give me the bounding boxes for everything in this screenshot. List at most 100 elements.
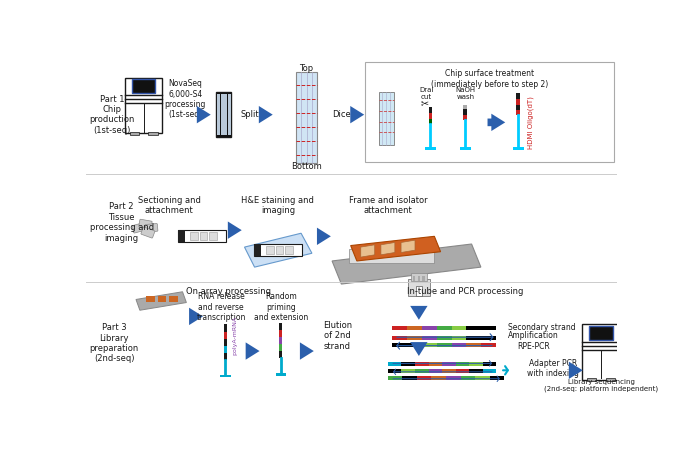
Text: Split: Split <box>240 110 259 119</box>
Bar <box>429 107 432 113</box>
Bar <box>402 376 417 380</box>
Bar <box>125 78 162 133</box>
Bar <box>392 326 407 330</box>
Bar <box>482 343 497 347</box>
Text: Dral
cut: Dral cut <box>419 86 434 100</box>
Bar <box>464 115 467 120</box>
Bar <box>418 276 420 281</box>
Text: NaOH
wash: NaOH wash <box>456 86 475 100</box>
Text: Part 2
Tissue
processing and
imaging: Part 2 Tissue processing and imaging <box>90 202 153 243</box>
Bar <box>279 344 282 351</box>
Polygon shape <box>381 243 395 255</box>
Bar <box>516 93 520 99</box>
Bar <box>266 246 274 254</box>
Bar <box>417 376 432 380</box>
Bar <box>516 99 520 105</box>
Bar <box>469 369 483 373</box>
Bar <box>451 326 466 330</box>
Bar <box>416 286 422 296</box>
FancyBboxPatch shape <box>141 227 155 238</box>
Bar <box>279 323 282 330</box>
Bar <box>464 109 467 115</box>
Bar <box>466 336 482 340</box>
Bar <box>223 339 227 346</box>
Bar <box>415 362 429 366</box>
Bar <box>388 369 401 373</box>
Bar <box>279 337 282 344</box>
Bar <box>466 326 482 330</box>
Bar <box>415 369 429 373</box>
Text: ✂: ✂ <box>420 98 428 108</box>
Bar <box>456 362 469 366</box>
Bar <box>209 233 216 240</box>
FancyBboxPatch shape <box>145 223 158 232</box>
Text: Library sequencing
(2nd-seq: platform independent): Library sequencing (2nd-seq: platform in… <box>544 379 658 393</box>
Bar <box>401 362 415 366</box>
Bar <box>279 330 282 337</box>
Bar <box>411 273 427 281</box>
Bar <box>254 244 302 256</box>
Text: Secondary strand: Secondary strand <box>508 324 575 333</box>
Bar <box>129 131 139 135</box>
Bar <box>178 230 185 243</box>
Bar <box>364 62 614 162</box>
Bar <box>460 147 471 150</box>
Bar <box>275 374 286 376</box>
Bar <box>429 362 442 366</box>
Bar <box>379 91 394 146</box>
Bar <box>451 336 466 340</box>
Bar <box>436 343 451 347</box>
Bar <box>456 369 469 373</box>
Bar <box>516 105 520 110</box>
FancyBboxPatch shape <box>139 219 152 229</box>
Bar <box>436 336 451 340</box>
Bar <box>407 326 422 330</box>
Bar <box>223 346 227 353</box>
Bar <box>587 378 597 381</box>
Text: Top: Top <box>299 64 314 73</box>
Bar <box>228 94 231 136</box>
Text: Elution
of 2nd
strand: Elution of 2nd strand <box>323 321 352 350</box>
Bar <box>589 326 612 339</box>
Text: HDMI Oligo(dT): HDMI Oligo(dT) <box>528 96 534 149</box>
Bar <box>190 233 198 240</box>
Bar <box>429 118 432 124</box>
Bar <box>388 362 401 366</box>
Text: Amplification
RPE-PCR: Amplification RPE-PCR <box>508 331 559 351</box>
Text: Adapter PCR
with indexing: Adapter PCR with indexing <box>527 359 580 379</box>
Bar <box>451 343 466 347</box>
Text: Dice: Dice <box>332 110 351 119</box>
Bar <box>223 353 227 359</box>
Bar <box>460 376 475 380</box>
Bar <box>490 376 504 380</box>
Bar <box>275 246 284 254</box>
Bar <box>392 343 407 347</box>
Bar <box>606 378 615 381</box>
Bar <box>422 336 436 340</box>
Bar <box>146 296 155 302</box>
Text: H&E staining and
imaging: H&E staining and imaging <box>241 196 314 215</box>
Text: RNA release
and reverse
transcription: RNA release and reverse transcription <box>197 292 246 322</box>
Bar <box>149 131 158 135</box>
Bar <box>423 276 425 281</box>
Bar <box>388 376 402 380</box>
Bar <box>223 332 227 339</box>
Bar <box>466 343 482 347</box>
Bar <box>220 375 231 377</box>
Bar <box>254 244 261 256</box>
Bar <box>516 110 520 116</box>
Bar <box>349 248 434 263</box>
Bar <box>446 376 460 380</box>
Bar <box>285 246 292 254</box>
Bar <box>432 376 446 380</box>
Bar <box>422 343 436 347</box>
Polygon shape <box>401 240 415 253</box>
Bar <box>296 72 317 163</box>
Bar <box>469 362 483 366</box>
Polygon shape <box>245 233 312 267</box>
Bar <box>442 362 456 366</box>
Bar <box>279 351 282 358</box>
Polygon shape <box>351 236 440 261</box>
Bar <box>442 369 456 373</box>
Text: Chip surface treatment
(immediately before to step 2): Chip surface treatment (immediately befo… <box>431 69 548 89</box>
